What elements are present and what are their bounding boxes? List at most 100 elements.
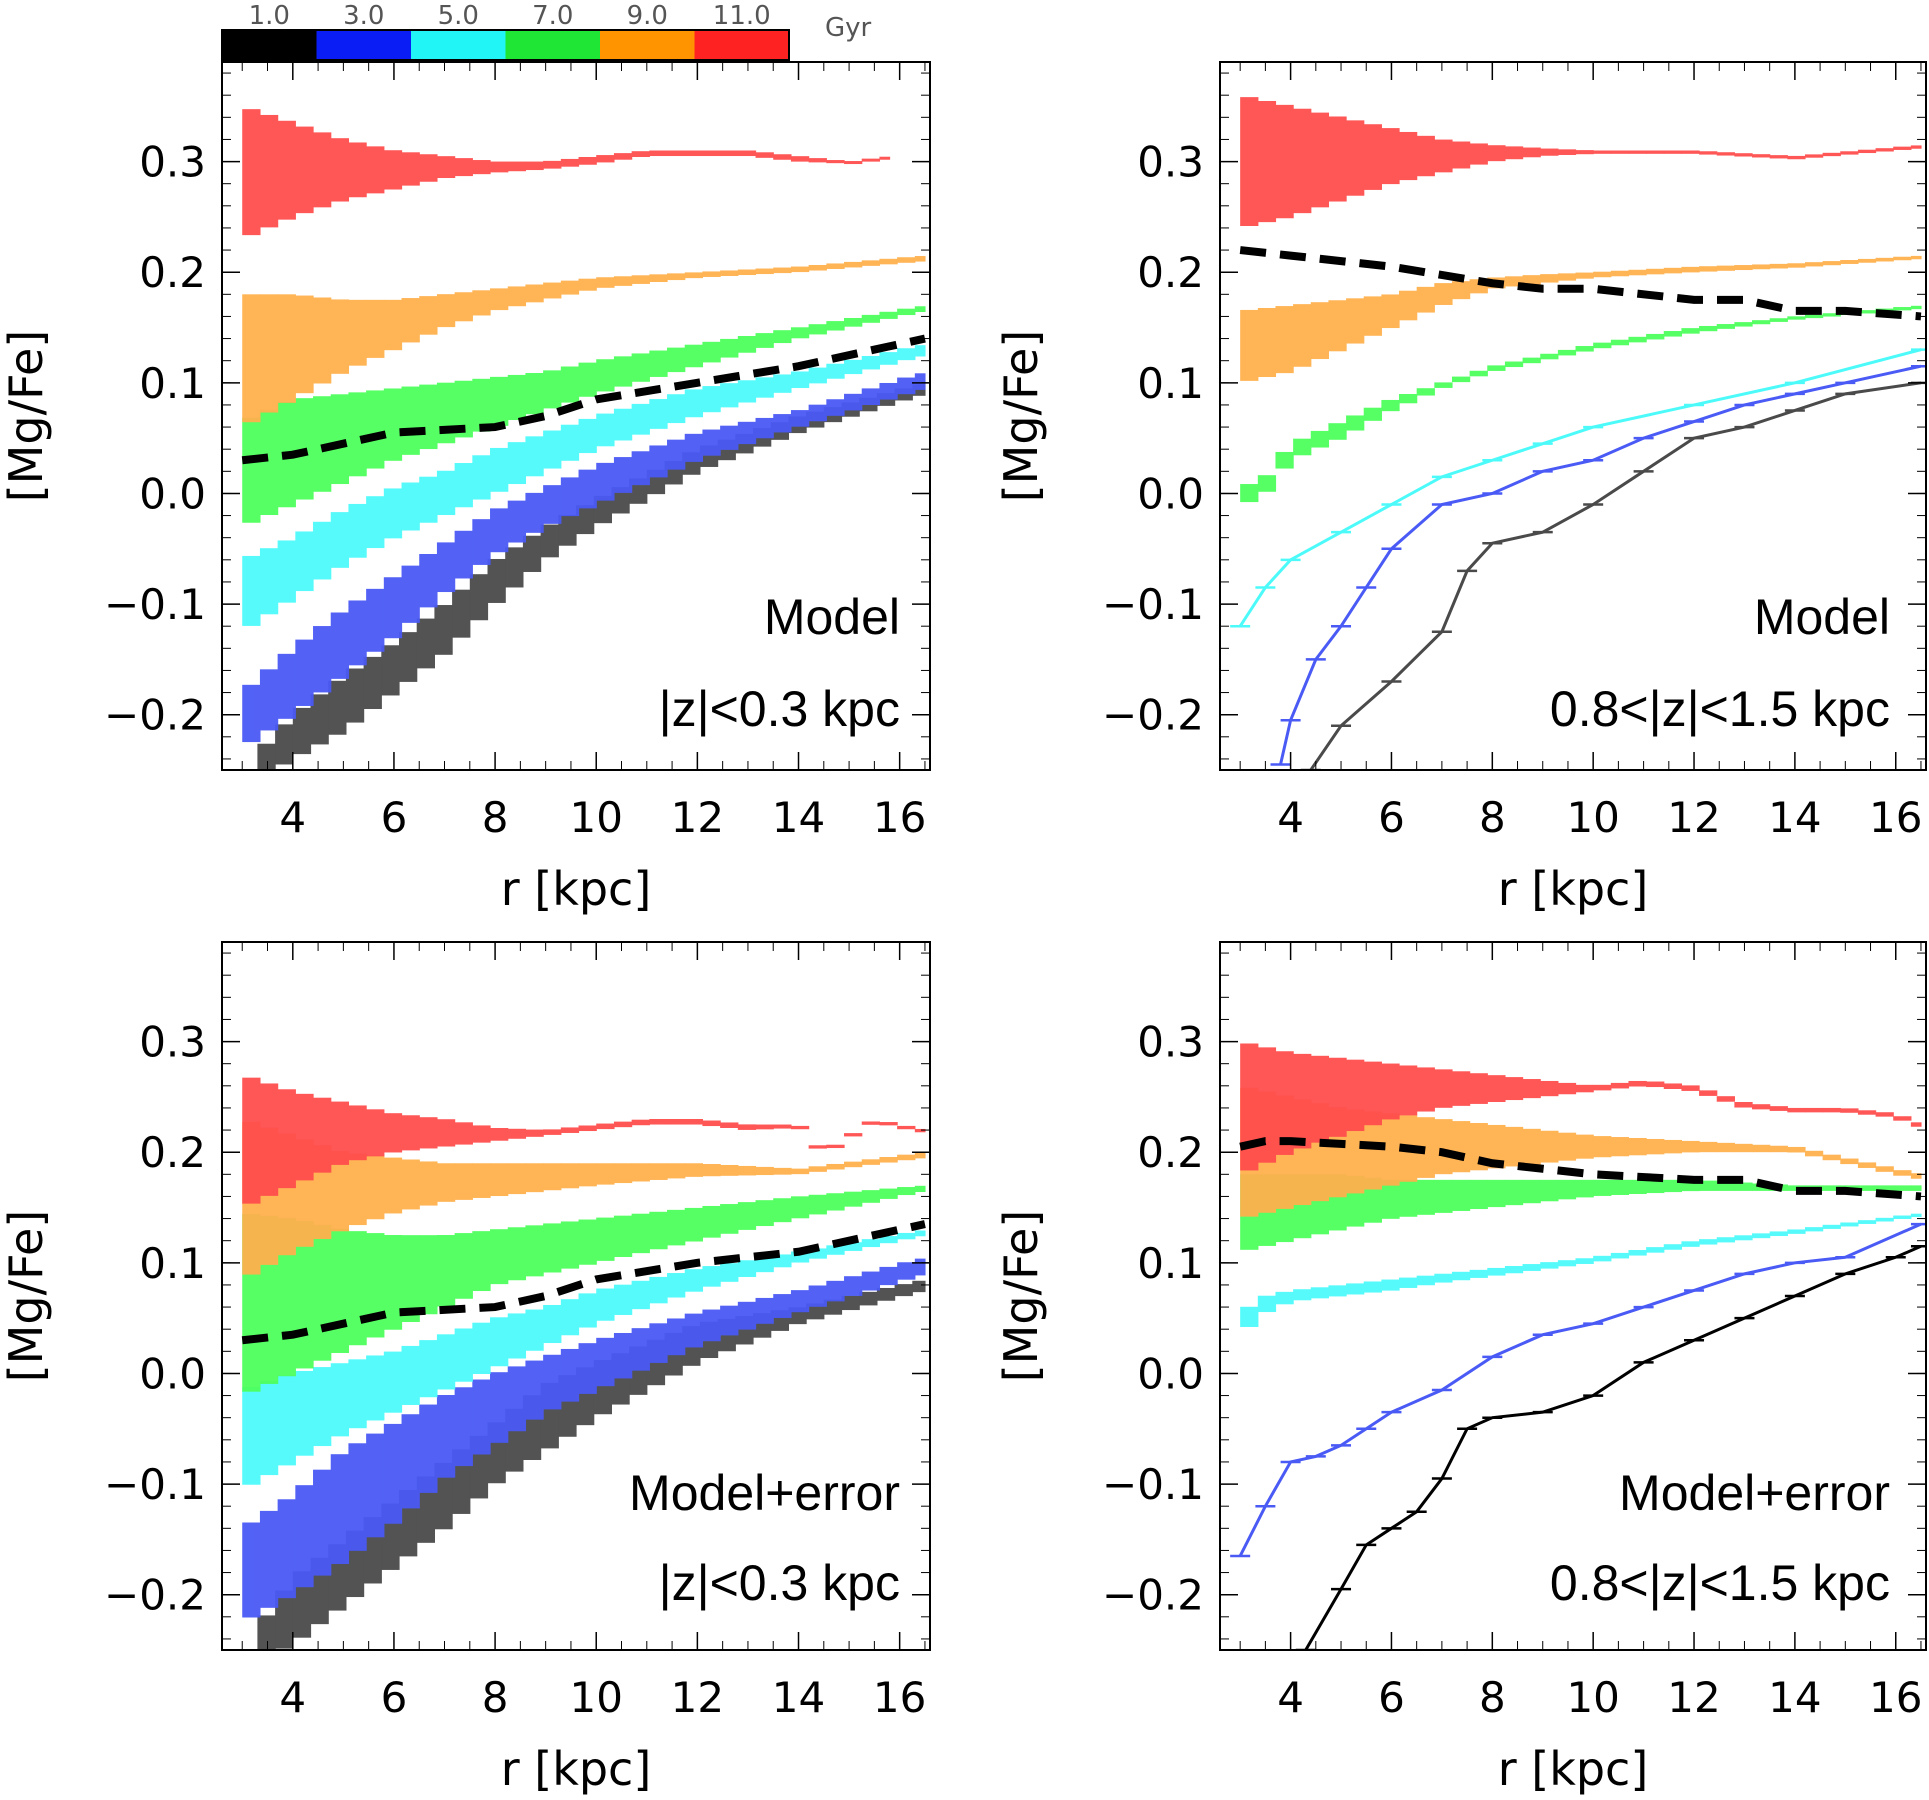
band-segment [684, 1269, 704, 1292]
band-segment [525, 1225, 544, 1277]
band-segment [1381, 1063, 1400, 1120]
band-segment [1822, 1224, 1841, 1229]
band-segment [1893, 1170, 1912, 1176]
band-segment [576, 505, 595, 535]
x-tick-label: 6 [1378, 1673, 1405, 1722]
annotation-z-range: 0.8<|z|<1.5 kpc [1550, 681, 1890, 737]
band-segment [257, 1615, 276, 1650]
band-segment [684, 272, 704, 279]
band-segment [1557, 1082, 1577, 1095]
band-segment [1540, 1080, 1559, 1097]
band-segment [1699, 1090, 1718, 1096]
band-segment [806, 1303, 825, 1320]
band-segment [1399, 131, 1418, 181]
band-segment [1893, 146, 1912, 150]
colorbar-tick-label: 1.0 [249, 1, 290, 31]
band-segment [277, 294, 296, 403]
band-segment [879, 1156, 898, 1163]
series-line [1238, 348, 1922, 628]
band-segment [808, 404, 827, 422]
series-group [242, 109, 926, 770]
band-segment [897, 1125, 916, 1130]
band-segment [773, 1124, 792, 1129]
band-segment [1857, 1162, 1877, 1168]
band-segment [363, 656, 382, 710]
y-tick-label: 0.1 [139, 359, 206, 408]
band-segment [897, 1232, 916, 1240]
band-segment [1804, 1107, 1824, 1113]
band-segment [1257, 308, 1277, 378]
x-tick-label: 14 [1768, 793, 1821, 842]
band-segment [613, 1215, 633, 1258]
band-segment [277, 1375, 296, 1466]
band-segment [1593, 1255, 1612, 1262]
x-tick-label: 4 [279, 1673, 306, 1722]
band-segment [1910, 305, 1922, 310]
band-segment [525, 284, 544, 303]
band-segment [1646, 1138, 1665, 1155]
y-axis-label: [Mg/Fe] [994, 1210, 1048, 1383]
band-segment [1540, 1130, 1559, 1163]
band-segment [737, 1124, 757, 1130]
band-segment [292, 1571, 312, 1638]
colorbar-tick-label: 11.0 [713, 1, 771, 31]
annotation-z-range: |z|<0.3 kpc [659, 1555, 900, 1611]
band-segment [1451, 1071, 1471, 1106]
band-segment [1487, 1124, 1506, 1169]
band-segment [1575, 346, 1594, 352]
band-segment [1416, 1179, 1435, 1215]
y-tick-label: −0.1 [1102, 580, 1204, 629]
band-segment [472, 160, 491, 175]
band-segment [826, 1163, 845, 1170]
band-segment [454, 1122, 473, 1145]
band-segment [1416, 286, 1435, 313]
band-segment [755, 333, 774, 348]
band-segment [525, 436, 544, 477]
series-group [1230, 97, 1926, 770]
band-segment [826, 1144, 845, 1149]
series-30gyr-line [1230, 1222, 1926, 1558]
band-segment [1875, 257, 1894, 262]
x-tick-label: 4 [279, 793, 306, 842]
band-segment [844, 1242, 863, 1251]
band-segment [684, 344, 704, 368]
band-segment [702, 429, 721, 456]
band-segment [897, 348, 916, 361]
x-tick-label: 12 [671, 1673, 724, 1722]
band-segment [844, 359, 863, 375]
band-segment [1487, 365, 1506, 371]
band-segment [328, 680, 347, 735]
band-segment [1593, 1179, 1612, 1196]
band-segment [879, 1236, 898, 1244]
band-segment [1910, 1122, 1922, 1127]
band-segment [1840, 260, 1859, 264]
band-segment [295, 126, 314, 214]
band-segment [401, 1414, 420, 1509]
band-segment [720, 383, 739, 408]
band-segment [1716, 1142, 1735, 1153]
band-segment [613, 408, 633, 441]
band-segment [1787, 155, 1806, 160]
band-segment [649, 1323, 668, 1363]
band-segment [844, 393, 863, 411]
band-segment [844, 1133, 863, 1137]
band-segment [1557, 349, 1577, 356]
band-segment [1610, 1137, 1630, 1157]
band-segment [578, 1163, 597, 1187]
band-segment [1469, 1179, 1488, 1210]
band-segment [1716, 1181, 1735, 1191]
y-tick-label: 0.1 [1137, 1239, 1204, 1288]
band-segment [436, 156, 456, 179]
band-segment [507, 1128, 527, 1139]
band-segment [436, 542, 456, 593]
band-segment [1275, 1291, 1294, 1305]
band-segment [1416, 388, 1435, 396]
band-segment [1240, 484, 1259, 503]
band-segment [1646, 333, 1665, 340]
band-segment [1734, 1101, 1753, 1108]
band-segment [702, 1164, 721, 1177]
band-segment [1893, 1215, 1912, 1220]
band-segment [1522, 1128, 1541, 1165]
band-segment [826, 1245, 845, 1255]
band-segment [1734, 1235, 1753, 1241]
